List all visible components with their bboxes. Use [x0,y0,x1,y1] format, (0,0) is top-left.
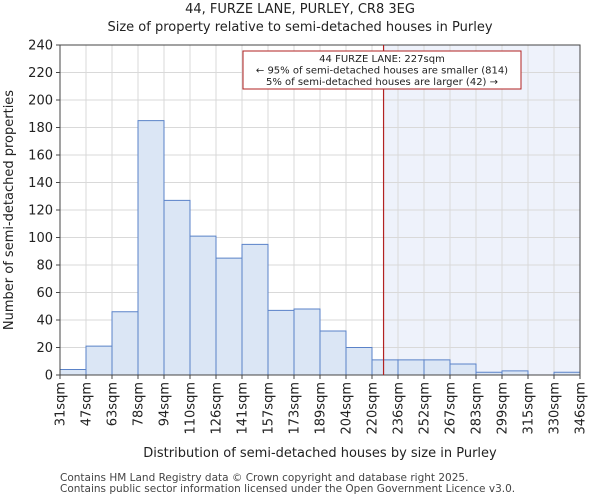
y-tick-label: 240 [28,39,53,54]
x-tick-label: 173sqm [288,382,303,435]
histogram-bar [137,120,165,376]
histogram-bar [371,359,399,376]
y-axis-label: Number of semi-detached properties [2,90,17,330]
chart-title: 44, FURZE LANE, PURLEY, CR8 3EG [185,2,415,17]
x-tick-label: 94sqm [158,382,173,426]
histogram-bar [215,257,243,376]
histogram-bar [293,308,321,376]
histogram-bar [189,235,217,376]
histogram-bar [319,330,347,376]
x-tick-label: 78sqm [132,382,147,426]
histogram-bar [423,359,451,376]
x-tick-label: 315sqm [522,382,537,435]
y-tick-label: 20 [36,341,53,356]
annotation-box [242,50,522,90]
y-tick-label: 120 [28,204,53,219]
histogram-bar [241,243,269,376]
histogram-bar [59,369,87,376]
footer-line-2: Contains public sector information licen… [60,483,516,495]
histogram-bar [501,370,529,376]
y-tick-label: 40 [36,314,53,329]
chart-svg: 0 20 40 60 80 100 120 140 160 180 200 220 240 31sqm 47… [2,39,589,462]
y-tick-label: 0 [45,369,53,384]
x-tick-label: 141sqm [236,382,251,435]
histogram-bar [345,347,373,376]
x-tick-label: 236sqm [392,382,407,435]
histogram-bar [111,311,139,376]
y-tick-label: 100 [28,231,53,246]
x-tick-label: 204sqm [340,382,355,435]
x-tick-label: 157sqm [262,382,277,435]
x-axis-label: Distribution of semi-detached houses by … [143,446,497,461]
footer-line-1: Contains HM Land Registry data © Crown c… [60,472,469,484]
x-tick-label: 47sqm [80,382,95,426]
y-tick-label: 200 [28,94,53,109]
x-tick-label: 63sqm [106,382,121,426]
x-tick-label: 126sqm [210,382,225,435]
y-tick-label: 160 [28,149,53,164]
y-tick-label: 80 [36,259,53,274]
x-tick-label: 267sqm [444,382,459,435]
x-tick-label: 252sqm [418,382,433,435]
x-tick-label: 299sqm [496,382,511,435]
x-tick-label: 330sqm [548,382,563,435]
y-tick-label: 140 [28,176,53,191]
x-tick-label: 31sqm [54,382,69,426]
y-tick-label: 180 [28,121,53,136]
x-tick-label: 189sqm [314,382,329,435]
histogram-bar [163,199,191,376]
x-tick-label: 220sqm [366,382,381,435]
y-tick-label: 220 [28,66,53,81]
chart-subtitle: Size of property relative to semi-detach… [107,20,493,35]
annotation-line: 44 FURZE LANE: 227sqm [319,54,445,65]
x-tick-label: 110sqm [184,382,199,435]
y-tick-label: 60 [36,286,53,301]
histogram-bar [85,345,113,376]
x-tick-label: 283sqm [470,382,485,435]
x-tick-label: 346sqm [574,382,589,435]
histogram-bar [267,309,295,376]
annotation-line: ← 95% of semi-detached houses are smalle… [256,66,508,77]
histogram-bar [449,363,477,376]
histogram-bar [397,359,425,376]
annotation-line: 5% of semi-detached houses are larger (4… [266,77,498,88]
